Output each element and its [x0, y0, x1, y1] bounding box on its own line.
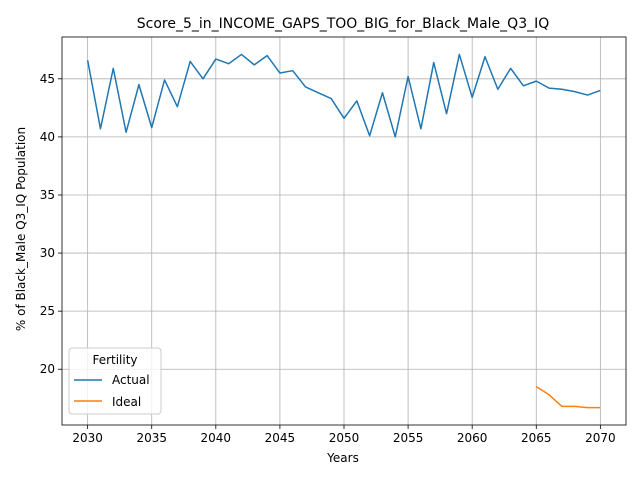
legend-box: [68, 347, 162, 415]
legend-title: Fertility: [92, 353, 137, 367]
y-tick-label: 20: [40, 362, 55, 376]
legend-label-actual: Actual: [112, 373, 150, 387]
y-tick-label: 30: [40, 246, 55, 260]
y-axis-ticks: 20 25 30 35 40 45: [40, 72, 62, 376]
y-tick-label: 45: [40, 72, 55, 86]
y-tick-label: 40: [40, 130, 55, 144]
legend-label-ideal: Ideal: [112, 395, 141, 409]
y-tick-label: 25: [40, 304, 55, 318]
gridlines: [62, 37, 626, 425]
x-axis-label: Years: [326, 451, 359, 465]
x-tick-label: 2045: [265, 431, 296, 445]
x-tick-label: 2050: [329, 431, 360, 445]
chart-title: Score_5_in_INCOME_GAPS_TOO_BIG_for_Black…: [137, 16, 550, 32]
x-tick-label: 2065: [521, 431, 552, 445]
x-tick-label: 2055: [393, 431, 424, 445]
x-tick-label: 2040: [201, 431, 232, 445]
series-line-ideal: [535, 386, 601, 409]
x-tick-label: 2060: [457, 431, 488, 445]
x-tick-label: 2030: [72, 431, 103, 445]
series-lines: [86, 53, 601, 409]
x-axis-ticks: 2030 2035 2040 2045 2050 2055 2060 2065 2070: [72, 425, 616, 445]
x-tick-label: 2070: [585, 431, 616, 445]
y-tick-label: 35: [40, 188, 55, 202]
y-axis-label: % of Black_Male Q3_IQ Population: [14, 127, 28, 331]
series-line-actual: [86, 53, 601, 138]
x-tick-label: 2035: [136, 431, 167, 445]
legend: Fertility Actual Ideal: [68, 347, 162, 415]
